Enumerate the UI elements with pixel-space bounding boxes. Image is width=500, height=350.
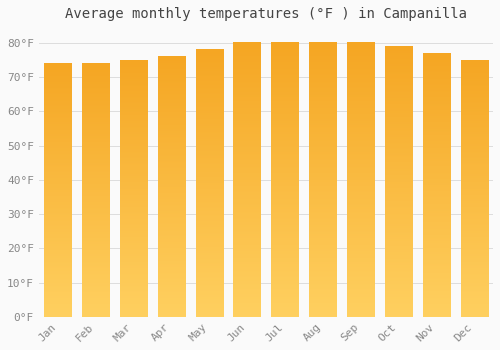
Title: Average monthly temperatures (°F ) in Campanilla: Average monthly temperatures (°F ) in Ca… (65, 7, 467, 21)
